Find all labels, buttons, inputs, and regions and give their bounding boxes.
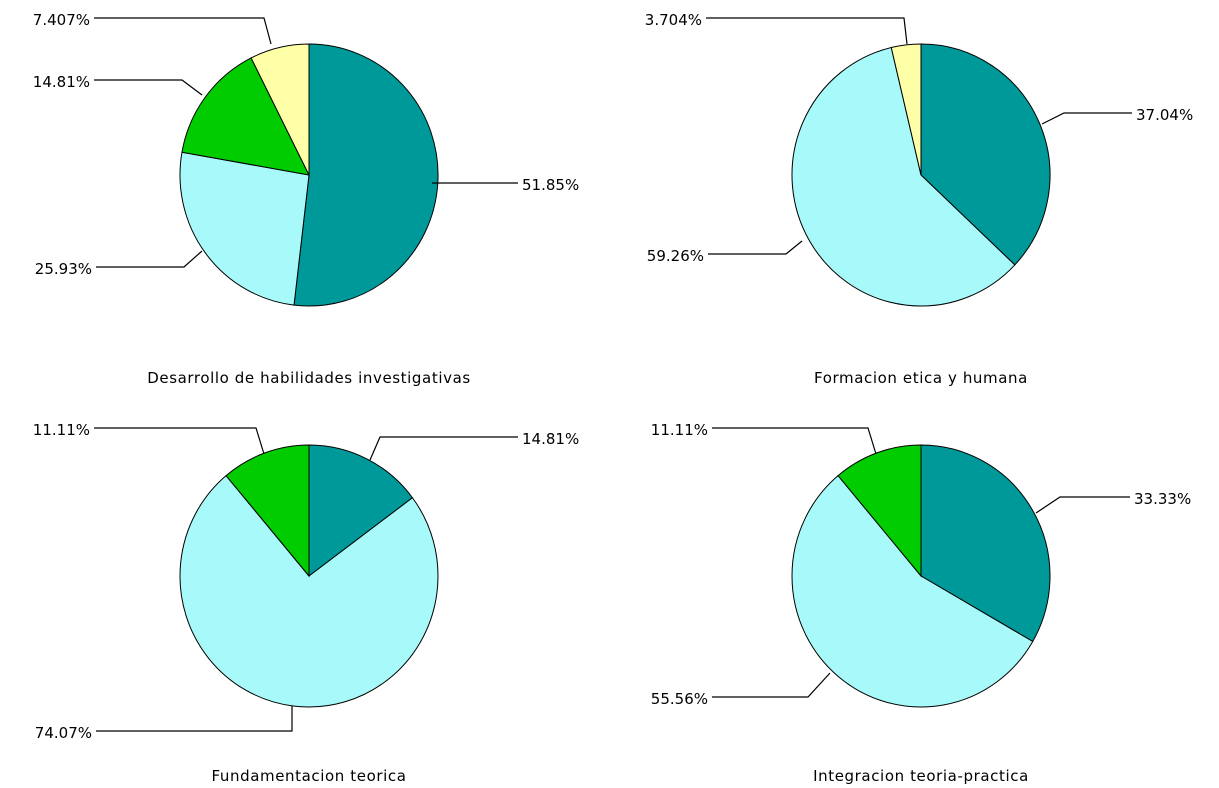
leader-line <box>94 18 271 44</box>
slice-percentage-label: 14.81% <box>522 430 579 448</box>
chart-title-desarrollo-de-habilidades-investigativas: Desarrollo de habilidades investigativas <box>147 369 471 387</box>
leader-line <box>370 437 518 460</box>
leader-line <box>96 706 292 731</box>
leader-line <box>1036 497 1130 513</box>
slice-percentage-label: 59.26% <box>647 247 704 265</box>
chart-title-integracion-teoria-practica: Integracion teoria-practica <box>813 767 1029 785</box>
slice-percentage-label: 51.85% <box>522 176 579 194</box>
leader-line <box>1042 113 1132 124</box>
pie-chart-fundamentacion-teorica: 14.81% 74.07% 11.11% Fundamentacion teorica <box>33 421 579 785</box>
slice-percentage-label: 3.704% <box>645 11 702 29</box>
slice-percentage-label: 7.407% <box>33 11 90 29</box>
pie-chart-formacion-etica-humana: 37.04% 59.26% 3.704% Formacion etica y huma… <box>645 11 1193 387</box>
leader-line <box>708 241 802 254</box>
leader-line <box>706 18 907 44</box>
leader-line <box>94 428 264 454</box>
chart-title-formacion-etica-y-humana: Formacion etica y humana <box>814 369 1028 387</box>
slice-percentage-label: 25.93% <box>35 260 92 278</box>
slice-percentage-label: 33.33% <box>1134 490 1191 508</box>
leader-line <box>712 428 876 454</box>
slice-percentage-label: 11.11% <box>33 421 90 439</box>
leader-line <box>96 251 202 267</box>
pie-slice <box>180 152 309 305</box>
leader-line <box>712 673 830 697</box>
slice-percentage-label: 37.04% <box>1136 106 1193 124</box>
leader-line <box>94 80 202 95</box>
pie-chart-integracion-teoria-practica: 33.33% 55.56% 11.11% Integracion teoria-pra… <box>651 421 1191 785</box>
slice-percentage-label: 11.11% <box>651 421 708 439</box>
pie-slice <box>294 44 438 306</box>
slice-percentage-label: 74.07% <box>35 724 92 742</box>
slice-percentage-label: 55.56% <box>651 690 708 708</box>
slice-percentage-label: 14.81% <box>33 73 90 91</box>
chart-title-fundamentacion-teorica: Fundamentacion teorica <box>211 767 406 785</box>
pie-chart-desarrollo-habilidades-investigativas: 51.85% 25.93% 14.81% 7.407% Desarrollo de ha… <box>33 11 579 387</box>
